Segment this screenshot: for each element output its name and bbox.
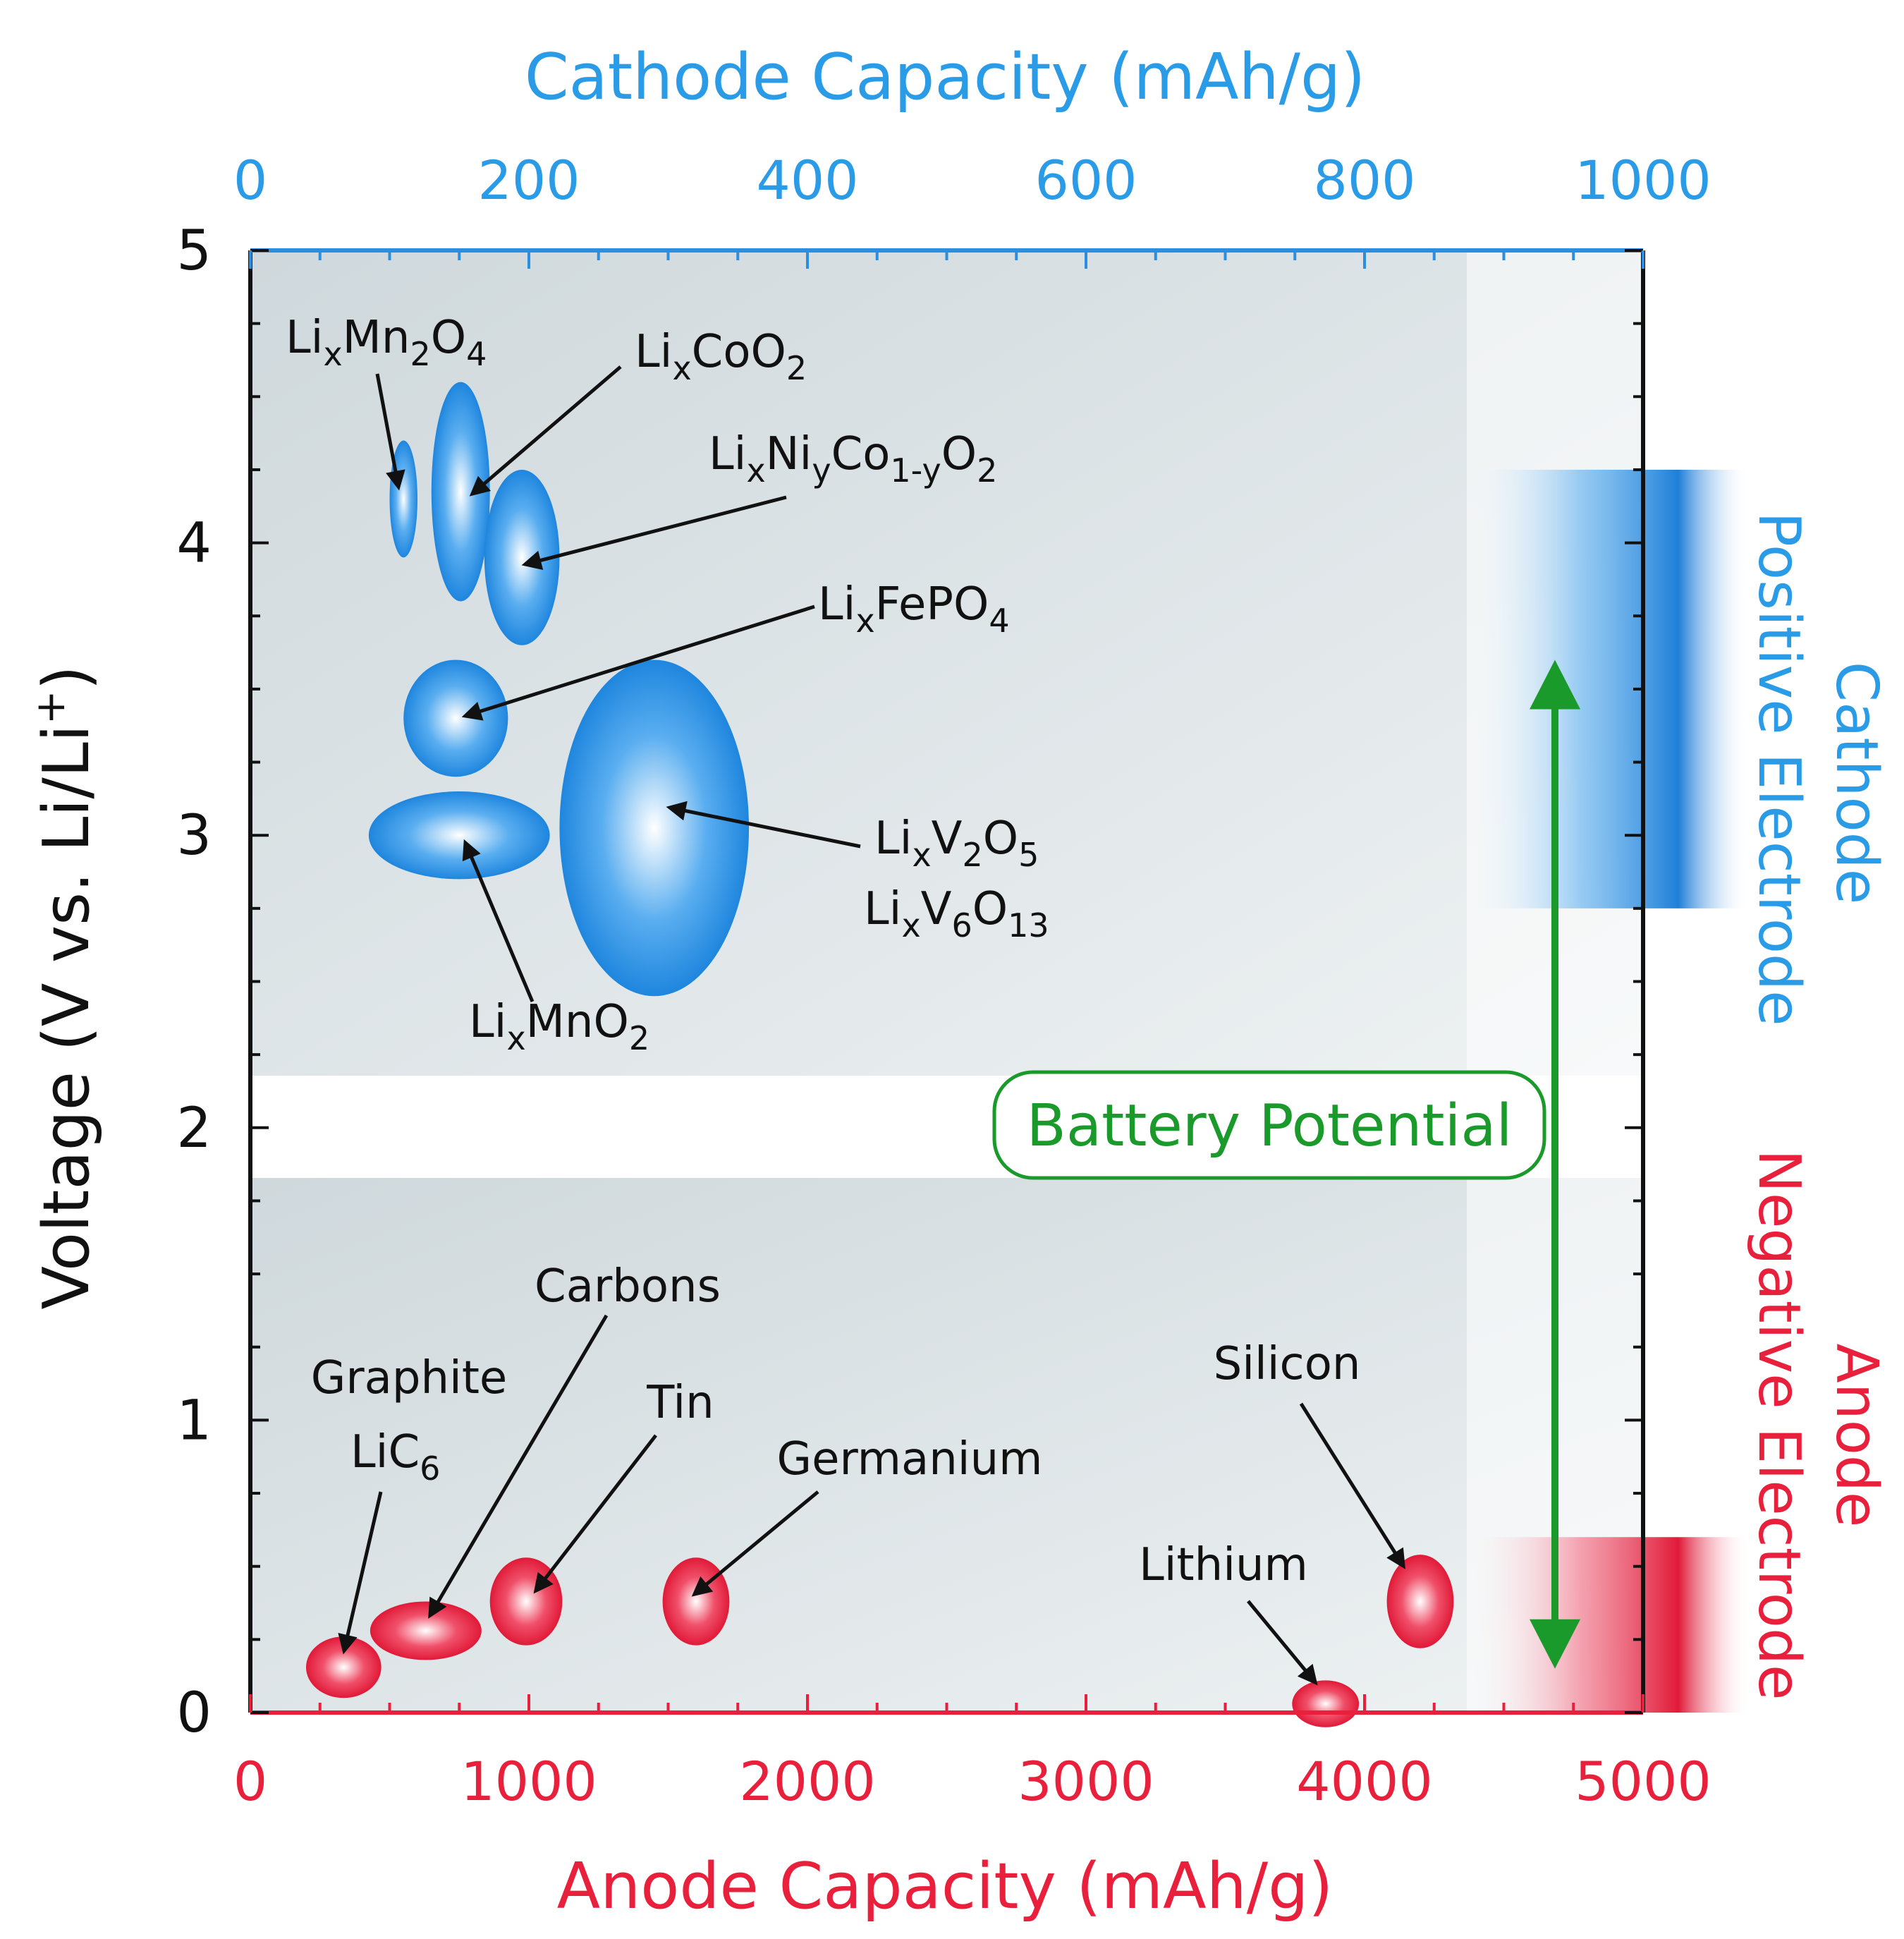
y-tick-label: 1 bbox=[176, 1389, 212, 1452]
pointer-silicon bbox=[1299, 1402, 1405, 1569]
label-licoo2: LixCoO2 bbox=[635, 326, 807, 387]
y-tick-label: 4 bbox=[176, 512, 212, 576]
positive-electrode-side-label: Positive Electrode bbox=[1745, 511, 1812, 1026]
bottom-x-tick-label: 1000 bbox=[460, 1750, 597, 1813]
pointer-germanium bbox=[691, 1490, 819, 1597]
anode-ellipse-carbons bbox=[370, 1601, 482, 1660]
cathode-voltage-band bbox=[1467, 469, 1749, 908]
label-lithium: Lithium bbox=[1139, 1539, 1308, 1591]
top-x-tick-label: 1000 bbox=[1575, 149, 1711, 212]
plot-background-upper bbox=[250, 250, 1643, 1076]
y-axis-title-main: Voltage (V vs. Li/Li bbox=[30, 724, 104, 1309]
anode-ellipse-silicon bbox=[1386, 1555, 1454, 1648]
battery-potential-box bbox=[992, 1070, 1546, 1180]
bottom-x-tick-label: 0 bbox=[233, 1750, 267, 1813]
label-silicon: Silicon bbox=[1214, 1338, 1361, 1390]
pointer-lithium bbox=[1247, 1600, 1318, 1686]
anode-side-label: Anode bbox=[1823, 1344, 1890, 1528]
bottom-axis-title: Anode Capacity (mAh/g) bbox=[557, 1849, 1334, 1923]
battery-potential-arrowhead-top bbox=[1530, 659, 1580, 710]
axis-ticks bbox=[249, 249, 1644, 1714]
label-liv2o5: LixV2O5 bbox=[874, 813, 1039, 874]
bottom-x-tick-label: 2000 bbox=[739, 1750, 875, 1813]
y-axis-title: Voltage (V vs. Li/Li+) bbox=[26, 665, 104, 1309]
cathode-ellipse-lixv2o5-lixv6o13 bbox=[559, 659, 750, 997]
cathode-side-label: Cathode bbox=[1823, 662, 1890, 904]
y-tick-label: 2 bbox=[176, 1097, 212, 1160]
pointer-limno2 bbox=[462, 839, 535, 1002]
pointer-carbons bbox=[428, 1314, 609, 1619]
label-limno2: LixMnO2 bbox=[469, 996, 649, 1057]
battery-potential-arrowhead-bottom bbox=[1530, 1619, 1580, 1669]
battery-potential-arrow bbox=[1530, 659, 1580, 1669]
anode-ellipse-lithium bbox=[1292, 1680, 1360, 1727]
top-x-tick-label: 400 bbox=[756, 149, 858, 212]
label-pointers bbox=[338, 365, 1405, 1686]
pointer-limn2o4 bbox=[375, 373, 405, 491]
anode-voltage-band bbox=[1467, 1537, 1749, 1713]
y-axis-title-sup: + bbox=[26, 691, 74, 725]
label-germanium: Germanium bbox=[777, 1433, 1043, 1485]
label-limn2o4: LixMn2O4 bbox=[286, 312, 487, 373]
top-x-tick-label: 800 bbox=[1313, 149, 1415, 212]
material-ellipses bbox=[306, 382, 1454, 1727]
label-lifepo4: LixFePO4 bbox=[818, 578, 1010, 640]
pointer-tin bbox=[533, 1434, 657, 1594]
bottom-x-tick-label: 3000 bbox=[1018, 1750, 1154, 1813]
top-x-tick-label: 600 bbox=[1035, 149, 1137, 212]
y-tick-label: 5 bbox=[176, 219, 212, 283]
anode-ellipse-graphite-lic6 bbox=[306, 1636, 382, 1698]
label-carbons: Carbons bbox=[535, 1260, 721, 1313]
label-linicoo2: LixNiyCo1-yO2 bbox=[709, 428, 997, 490]
electrode-bands bbox=[1467, 469, 1749, 1713]
negative-electrode-side-label: Negative Electrode bbox=[1745, 1150, 1812, 1701]
label-lic6: LiC6 bbox=[350, 1426, 440, 1488]
top-x-tick-label: 200 bbox=[477, 149, 580, 212]
cathode-ellipse-lixfepo4 bbox=[403, 659, 508, 777]
pointer-licoo2 bbox=[469, 365, 622, 497]
battery-potential-label: Battery Potential bbox=[1027, 1093, 1513, 1160]
y-tick-label: 3 bbox=[176, 804, 212, 868]
y-tick-label: 0 bbox=[176, 1682, 212, 1745]
y-axis-title-end: ) bbox=[30, 665, 104, 690]
anode-ellipse-germanium bbox=[662, 1557, 730, 1646]
cathode-ellipse-lixmno2 bbox=[368, 791, 550, 880]
pointer-lic6 bbox=[338, 1491, 383, 1655]
bottom-x-tick-label: 5000 bbox=[1575, 1750, 1711, 1813]
pointer-linicoo2 bbox=[521, 495, 787, 570]
label-tin: Tin bbox=[646, 1377, 714, 1429]
bottom-x-tick-label: 4000 bbox=[1296, 1750, 1432, 1813]
top-axis-title: Cathode Capacity (mAh/g) bbox=[525, 40, 1365, 114]
label-liv6o13: LixV6O13 bbox=[864, 883, 1049, 944]
top-x-tick-label: 0 bbox=[233, 149, 267, 212]
pointer-lifepo4 bbox=[461, 604, 815, 721]
cathode-ellipse-lixcoo2 bbox=[431, 382, 490, 602]
label-graphite: Graphite bbox=[311, 1352, 508, 1404]
pointer-liv2o5 bbox=[666, 801, 861, 849]
